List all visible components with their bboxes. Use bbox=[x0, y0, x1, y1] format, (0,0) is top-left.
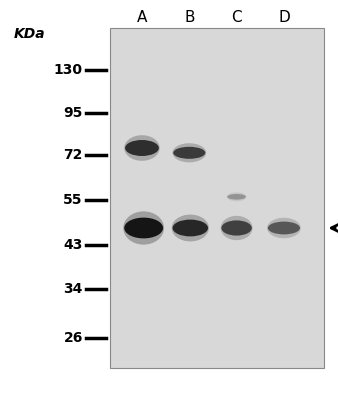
Ellipse shape bbox=[227, 192, 246, 201]
Text: 95: 95 bbox=[64, 106, 83, 120]
Text: D: D bbox=[278, 10, 290, 26]
Ellipse shape bbox=[172, 214, 209, 242]
Ellipse shape bbox=[221, 216, 252, 240]
Ellipse shape bbox=[267, 218, 301, 238]
Text: KDa: KDa bbox=[14, 27, 45, 41]
Ellipse shape bbox=[124, 135, 160, 161]
Ellipse shape bbox=[123, 211, 164, 245]
Text: B: B bbox=[184, 10, 195, 26]
Text: 72: 72 bbox=[64, 148, 83, 162]
Ellipse shape bbox=[124, 218, 163, 238]
Ellipse shape bbox=[221, 220, 252, 236]
Ellipse shape bbox=[227, 194, 246, 200]
Text: C: C bbox=[231, 10, 242, 26]
Text: 130: 130 bbox=[54, 63, 83, 77]
Text: A: A bbox=[137, 10, 147, 26]
Ellipse shape bbox=[173, 147, 206, 159]
Text: 43: 43 bbox=[64, 238, 83, 252]
Ellipse shape bbox=[172, 143, 206, 162]
Ellipse shape bbox=[125, 140, 159, 156]
Text: 34: 34 bbox=[64, 282, 83, 296]
Ellipse shape bbox=[172, 220, 208, 236]
Text: 55: 55 bbox=[63, 193, 83, 207]
Bar bbox=[110, 28, 324, 368]
Ellipse shape bbox=[268, 222, 300, 234]
Text: 26: 26 bbox=[64, 331, 83, 345]
